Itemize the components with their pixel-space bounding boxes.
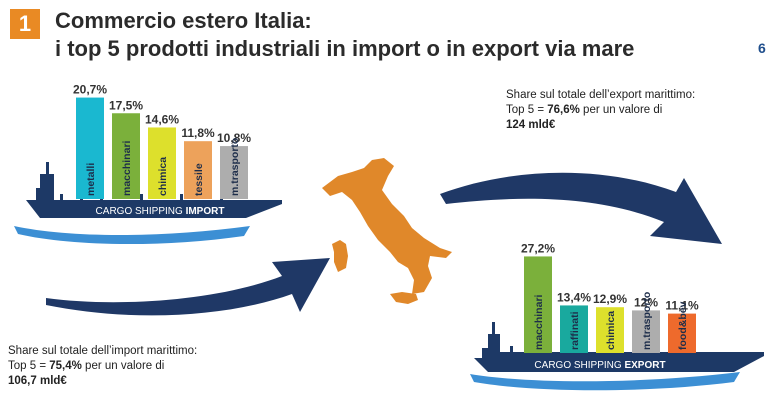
bar-value-label: 13,4% bbox=[557, 290, 591, 304]
bar-value-label: 27,2% bbox=[521, 241, 555, 255]
category-label: tessile bbox=[193, 163, 205, 196]
bar-value-label: 10,8% bbox=[217, 131, 251, 145]
bar-value-label: 12% bbox=[634, 295, 658, 309]
category-label: chimica bbox=[157, 157, 169, 196]
import-ship-label: CARGO SHIPPING IMPORT bbox=[96, 206, 225, 217]
category-label: m.trasporto bbox=[229, 138, 241, 196]
import-share-note: Share sul totale dell’import marittimo: … bbox=[8, 344, 197, 389]
bar-value-label: 11,8% bbox=[181, 126, 215, 140]
category-label: food&bev bbox=[677, 301, 689, 350]
bar-metalli bbox=[76, 97, 104, 199]
bar-chimica bbox=[148, 127, 176, 199]
import-note-line1: Share sul totale dell’import marittimo: bbox=[8, 345, 198, 357]
page-number: 6 bbox=[758, 40, 766, 56]
category-label: chimica bbox=[605, 311, 617, 350]
bar-tessile bbox=[184, 141, 212, 199]
bar-macchinari bbox=[524, 256, 552, 353]
page-title-line1: Commercio estero Italia: bbox=[55, 8, 312, 33]
bar-raffinati bbox=[560, 305, 588, 353]
import-bar-chart: 20,7% metalli 17,5% macchinari 14,6% chimica 1… bbox=[73, 83, 251, 199]
section-number-badge: 1 bbox=[10, 9, 40, 39]
export-note-line2: Top 5 = 76,6% per un valore di bbox=[506, 104, 663, 116]
italy-map bbox=[322, 158, 452, 304]
category-label: m.trasporto bbox=[641, 292, 653, 350]
bar-macchinari bbox=[112, 113, 140, 199]
category-label: metalli bbox=[85, 163, 97, 196]
bar-chimica bbox=[596, 307, 624, 353]
category-label: macchinari bbox=[533, 294, 545, 350]
bar-value-label: 14,6% bbox=[145, 112, 179, 126]
import-arrow bbox=[46, 258, 330, 316]
bar-value-label: 20,7% bbox=[73, 83, 107, 97]
page-title-line2: i top 5 prodotti industriali in import o… bbox=[55, 36, 635, 61]
bar-m-trasporto bbox=[632, 310, 660, 353]
import-note-line3: 106,7 mld€ bbox=[8, 375, 67, 387]
export-bar-chart: 27,2% macchinari 13,4% raffinati 12,9% chimic… bbox=[521, 241, 699, 353]
category-label: macchinari bbox=[121, 140, 133, 196]
export-note-line3: 124 mld€ bbox=[506, 119, 556, 131]
bar-value-label: 17,5% bbox=[109, 98, 143, 112]
bar-value-label: 11,1% bbox=[665, 299, 699, 313]
bar-food-bev bbox=[668, 313, 696, 353]
export-ship-label: CARGO SHIPPING EXPORT bbox=[534, 360, 665, 371]
export-note-line1: Share sul totale dell’export marittimo: bbox=[506, 89, 696, 101]
export-share-note: Share sul totale dell’export marittimo: … bbox=[506, 88, 695, 133]
bar-m-trasporto bbox=[220, 146, 248, 199]
category-label: raffinati bbox=[569, 311, 581, 350]
bar-value-label: 12,9% bbox=[593, 292, 627, 306]
import-note-line2: Top 5 = 75,4% per un valore di bbox=[8, 360, 165, 372]
export-arrow bbox=[440, 172, 722, 244]
